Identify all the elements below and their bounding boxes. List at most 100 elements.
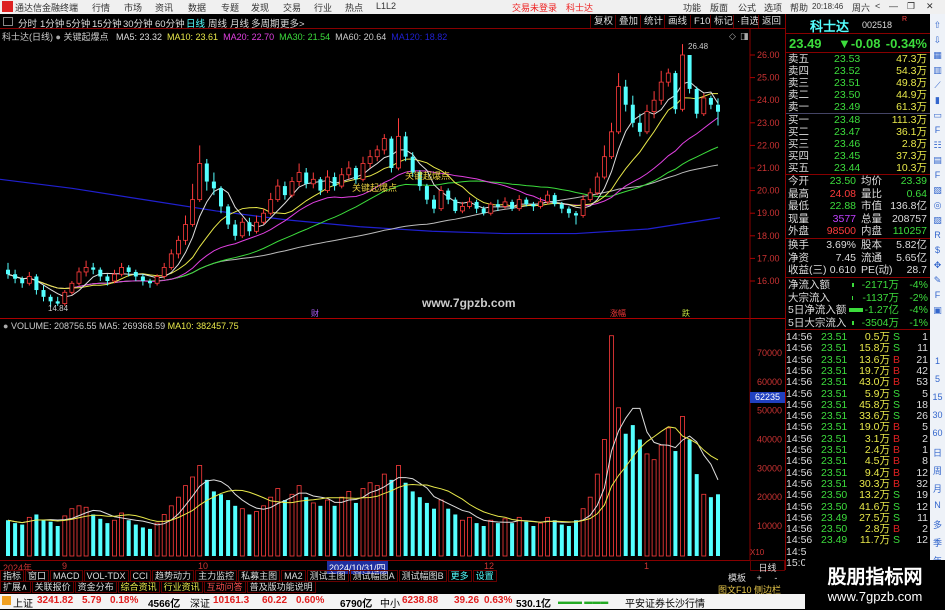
indicator-tab[interactable]: 测试幅图A bbox=[349, 570, 398, 582]
candle-up[interactable] bbox=[112, 273, 117, 282]
candle-up[interactable] bbox=[587, 192, 593, 201]
volume-bar[interactable] bbox=[254, 511, 259, 557]
candle-up[interactable] bbox=[701, 97, 707, 115]
volume-bar[interactable] bbox=[275, 488, 281, 557]
panel-toggle-icon[interactable]: ◨ bbox=[740, 31, 749, 41]
candle-up[interactable] bbox=[275, 185, 281, 201]
candle-down[interactable] bbox=[481, 208, 486, 214]
indicator-tab[interactable]: 测试主图 bbox=[306, 570, 349, 582]
circle-icon[interactable]: ◎ bbox=[933, 200, 942, 210]
volume-bar[interactable] bbox=[332, 505, 337, 556]
back-icon[interactable]: < bbox=[875, 1, 881, 11]
volume-bar[interactable] bbox=[261, 505, 267, 557]
info-tab[interactable]: 扩展∧ bbox=[0, 581, 31, 593]
volume-bar[interactable] bbox=[658, 444, 664, 557]
volume-bar[interactable] bbox=[467, 516, 472, 557]
volume-bar[interactable] bbox=[488, 519, 494, 557]
index-name[interactable]: 中小 bbox=[380, 599, 400, 610]
menu-item[interactable]: 版面 bbox=[710, 3, 729, 13]
candle-down[interactable] bbox=[630, 104, 635, 123]
candle-up[interactable] bbox=[651, 99, 657, 112]
volume-bar[interactable] bbox=[91, 514, 96, 556]
candle-down[interactable] bbox=[211, 181, 216, 189]
volume-bar[interactable] bbox=[665, 427, 671, 557]
volume-bar[interactable] bbox=[396, 465, 401, 557]
indicator-tab[interactable]: 测试幅图B bbox=[398, 570, 447, 582]
candle-down[interactable] bbox=[474, 201, 479, 209]
candle-up[interactable] bbox=[374, 149, 380, 158]
candle-down[interactable] bbox=[282, 186, 287, 196]
candle-up[interactable] bbox=[261, 212, 267, 223]
info-tab[interactable]: 关联报价 bbox=[31, 581, 74, 593]
chart-tool-button[interactable]: F10 bbox=[690, 15, 713, 28]
candle-up[interactable] bbox=[339, 174, 345, 187]
candle-down[interactable] bbox=[219, 188, 223, 207]
volume-bar[interactable] bbox=[481, 526, 486, 556]
candle-up[interactable] bbox=[396, 135, 401, 169]
indicator-tab[interactable]: 趋势动力 bbox=[152, 570, 195, 582]
volume-bar[interactable] bbox=[168, 505, 174, 557]
info-tab[interactable]: 综合资讯 bbox=[117, 581, 160, 593]
volume-bar[interactable] bbox=[559, 524, 564, 556]
candle-down[interactable] bbox=[531, 204, 536, 207]
candle-down[interactable] bbox=[694, 88, 699, 114]
period-tab[interactable]: 15分钟 bbox=[92, 19, 122, 30]
chart-tool-button[interactable]: 返回 bbox=[758, 15, 784, 28]
candle-down[interactable] bbox=[574, 213, 578, 216]
candle-up[interactable] bbox=[502, 201, 508, 207]
chart-tool-button[interactable]: 标记 bbox=[710, 15, 736, 28]
volume-bar[interactable] bbox=[239, 508, 245, 557]
volume-bar[interactable] bbox=[432, 508, 436, 556]
candle-up[interactable] bbox=[381, 138, 387, 151]
menu-item[interactable]: 热点 bbox=[345, 3, 364, 13]
menu-item[interactable]: 交易 bbox=[283, 3, 302, 13]
candle-down[interactable] bbox=[34, 276, 39, 291]
volume-bar[interactable] bbox=[367, 482, 373, 557]
volume-bar[interactable] bbox=[687, 439, 692, 556]
candle-up[interactable] bbox=[367, 156, 373, 164]
volume-bar[interactable] bbox=[446, 508, 451, 556]
rsi-icon[interactable]: R bbox=[934, 230, 941, 240]
volume-bar[interactable] bbox=[105, 523, 110, 556]
volume-bar[interactable] bbox=[410, 491, 415, 556]
candle-up[interactable] bbox=[346, 167, 352, 176]
volume-bar[interactable] bbox=[41, 520, 46, 556]
candle-up[interactable] bbox=[516, 199, 522, 210]
candle-up[interactable] bbox=[161, 267, 167, 277]
indicator-tab[interactable]: VOL-TDX bbox=[83, 570, 129, 582]
candle-down[interactable] bbox=[204, 163, 209, 182]
period-tab[interactable]: 多周期 bbox=[251, 19, 280, 30]
candle-up[interactable] bbox=[197, 163, 203, 201]
indicator-tab[interactable]: MACD bbox=[50, 570, 83, 582]
menu-item[interactable]: 公式 bbox=[738, 3, 757, 13]
pattern-icon[interactable]: ▨ bbox=[933, 215, 942, 225]
volume-bar[interactable] bbox=[580, 508, 586, 557]
volume-bar[interactable] bbox=[438, 499, 444, 557]
period-tab[interactable]: 60分钟 bbox=[155, 19, 185, 30]
volume-bar[interactable] bbox=[651, 459, 657, 557]
candle-down[interactable] bbox=[13, 274, 18, 279]
volume-bar[interactable] bbox=[374, 485, 380, 557]
candle-up[interactable] bbox=[602, 156, 607, 178]
volume-bar[interactable] bbox=[161, 514, 167, 557]
volume-bar[interactable] bbox=[474, 523, 479, 556]
candle-up[interactable] bbox=[154, 276, 160, 284]
candle-down[interactable] bbox=[233, 224, 238, 236]
info-tab[interactable]: 行业资讯 bbox=[160, 581, 203, 593]
indicator-tab[interactable]: 指标 bbox=[0, 570, 25, 582]
candle-down[interactable] bbox=[566, 208, 571, 214]
candle-down[interactable] bbox=[687, 55, 692, 89]
volume-bar[interactable] bbox=[538, 522, 543, 557]
candle-up[interactable] bbox=[459, 206, 465, 212]
volume-bar[interactable] bbox=[34, 514, 39, 556]
volume-bar[interactable] bbox=[318, 505, 323, 556]
candle-down[interactable] bbox=[453, 199, 458, 211]
sidebar-toggle[interactable]: 侧边栏 bbox=[754, 585, 782, 595]
menu-item[interactable]: 发现 bbox=[251, 3, 270, 13]
candle-down[interactable] bbox=[446, 190, 451, 200]
volume-bar[interactable] bbox=[289, 493, 295, 557]
volume-bar[interactable] bbox=[531, 526, 536, 556]
period-shortcut[interactable]: N bbox=[934, 500, 941, 510]
volume-bar[interactable] bbox=[574, 520, 578, 556]
candle-down[interactable] bbox=[389, 138, 394, 168]
